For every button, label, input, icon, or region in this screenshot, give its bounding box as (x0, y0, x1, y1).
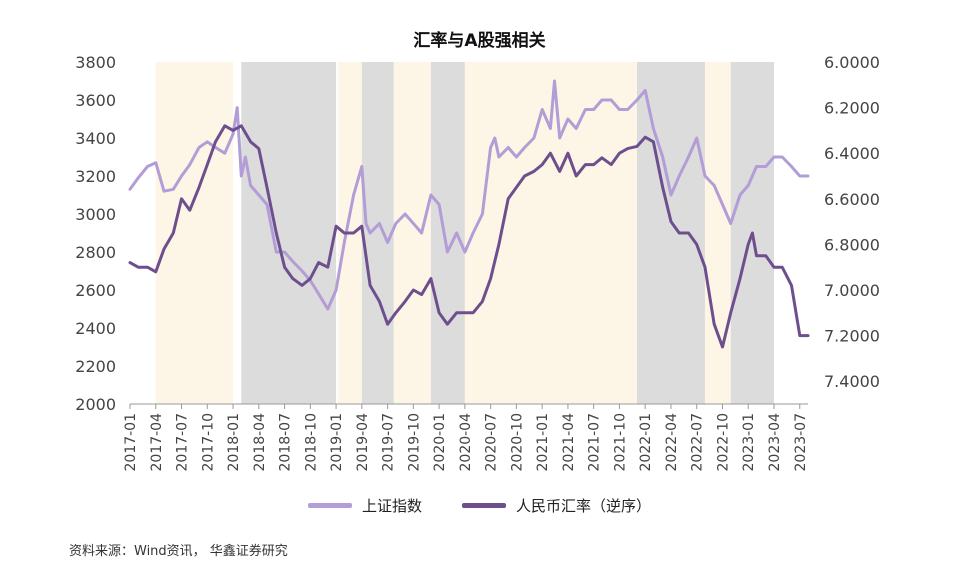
x-tick-label: 2017-04 (149, 413, 165, 472)
x-tick-label: 2018-07 (278, 413, 294, 472)
legend-swatch-cny (462, 503, 506, 508)
shaded-region-8 (704, 62, 731, 404)
x-tick-label: 2023-04 (767, 413, 783, 472)
y-right-tick-label: 6.0000 (824, 53, 880, 72)
x-tick-label: 2020-07 (484, 413, 500, 472)
x-tick-label: 2018-10 (303, 413, 319, 472)
y-left-tick-label: 3200 (75, 167, 116, 186)
legend-label-sse: 上证指数 (361, 497, 422, 515)
x-tick-label: 2022-10 (715, 413, 731, 472)
shaded-region-5 (430, 62, 465, 404)
x-tick-label: 2017-10 (200, 413, 216, 472)
x-tick-label: 2021-04 (561, 413, 577, 472)
x-tick-label: 2018-01 (226, 413, 242, 472)
y-right-tick-label: 6.2000 (824, 99, 880, 118)
series-line-cny (128, 124, 810, 349)
x-tick-label: 2022-07 (690, 413, 706, 472)
x-tick-label: 2020-01 (432, 413, 448, 472)
y-left-tick-label: 2400 (75, 319, 116, 338)
shaded-region-4 (393, 62, 431, 404)
y-right-tick-label: 7.4000 (824, 372, 880, 391)
x-tick-label: 2023-07 (793, 413, 809, 472)
y-left-tick-label: 3600 (75, 91, 116, 110)
x-tick-label: 2020-04 (458, 413, 474, 472)
chart-title: 汇率与A股强相关 (413, 31, 546, 51)
y-right-tick-label: 7.0000 (824, 281, 880, 300)
y-left-tick-label: 2200 (75, 357, 116, 376)
x-tick-label: 2018-04 (252, 413, 268, 472)
y-left-tick-label: 3000 (75, 205, 116, 224)
shaded-region-0 (155, 62, 234, 404)
x-tick-label: 2022-04 (664, 413, 680, 472)
chart-canvas: 3800 3600 3400 3200 3000 2800 2600 2400 2200 2000… (75, 53, 880, 472)
y-right-tick-label: 7.2000 (824, 327, 880, 346)
x-tick-label: 2020-10 (509, 413, 525, 472)
shaded-region-1 (241, 62, 337, 404)
y-right-tick-label: 6.4000 (824, 144, 880, 163)
shaded-region-7 (636, 62, 705, 404)
x-tick-label: 2022-01 (638, 413, 654, 472)
y-right-tick-label: 6.6000 (824, 190, 880, 209)
x-tick-label: 2021-01 (535, 413, 551, 472)
x-tick-label: 2019-01 (329, 413, 345, 472)
shaded-region-3 (361, 62, 394, 404)
legend-swatch-sse (307, 503, 352, 508)
y-left-tick-label: 3800 (75, 53, 116, 72)
y-left-tick-label: 3400 (75, 129, 116, 148)
x-tick-label: 2023-01 (741, 413, 757, 472)
y-left-tick-label: 2800 (75, 243, 116, 262)
x-tick-label: 2017-01 (123, 413, 139, 472)
source-note: 资料来源：Wind资讯， 华鑫证券研究 (69, 544, 288, 559)
legend-label-cny: 人民币汇率（逆序） (516, 497, 652, 515)
legend: 上证指数 人民币汇率（逆序） (0, 495, 959, 516)
series-line-sse (128, 79, 810, 311)
x-tick-label: 2021-07 (587, 413, 603, 472)
y-left-tick-label: 2600 (75, 281, 116, 300)
x-tick-label: 2019-07 (381, 413, 397, 472)
y-left-tick-label: 2000 (75, 395, 116, 414)
legend-item-cny: 人民币汇率（逆序） (462, 495, 651, 516)
x-tick-label: 2021-10 (612, 413, 628, 472)
x-tick-label: 2019-04 (355, 413, 371, 472)
legend-item-sse: 上证指数 (307, 495, 422, 516)
x-tick-label: 2017-07 (175, 413, 191, 472)
y-right-tick-label: 6.8000 (824, 235, 880, 254)
x-tick-label: 2019-10 (406, 413, 422, 472)
